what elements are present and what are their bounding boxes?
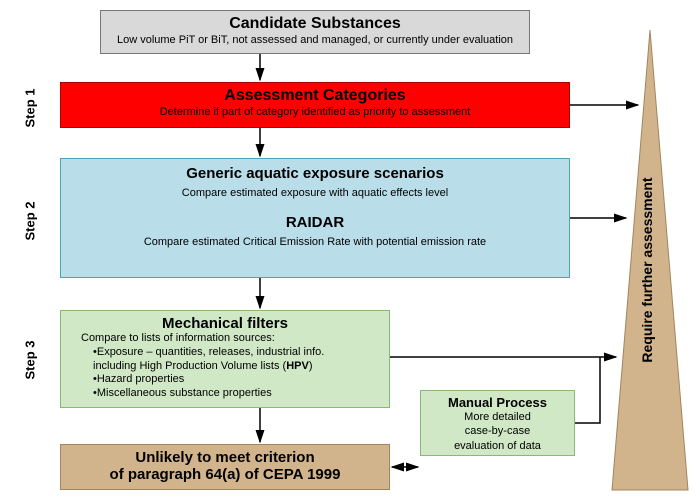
aquatic-sub1: Compare estimated exposure with aquatic …	[69, 186, 561, 200]
arrow-manual-up	[575, 357, 600, 423]
manual-process-box: Manual Process More detailed case-by-cas…	[420, 390, 575, 456]
mech-b2: •Hazard properties	[93, 373, 379, 387]
unlikely-line2: of paragraph 64(a) of CEPA 1999	[69, 466, 381, 483]
require-further-assessment-triangle	[612, 30, 688, 490]
assessment-categories-box: Assessment Categories Determine if part …	[60, 82, 570, 128]
mech-bullets: Compare to lists of information sources:…	[71, 332, 379, 401]
mech-hdr: Compare to lists of information sources:	[81, 332, 379, 346]
unlikely-box: Unlikely to meet criterion of paragraph …	[60, 444, 390, 490]
manual-sub1: More detailed	[429, 410, 566, 424]
candidate-substances-box: Candidate Substances Low volume PiT or B…	[100, 10, 530, 54]
manual-title: Manual Process	[429, 395, 566, 410]
step-1-label: Step 1	[23, 78, 38, 128]
manual-sub2: case-by-case	[429, 424, 566, 438]
raidar-sub: Compare estimated Critical Emission Rate…	[69, 235, 561, 249]
candidate-sub: Low volume PiT or BiT, not assessed and …	[109, 33, 521, 47]
aquatic-title: Generic aquatic exposure scenarios	[69, 165, 561, 182]
raidar-title: RAIDAR	[69, 214, 561, 231]
unlikely-line1: Unlikely to meet criterion	[69, 449, 381, 466]
aquatic-raidar-box: Generic aquatic exposure scenarios Compa…	[60, 158, 570, 278]
step-2-label: Step 2	[23, 191, 38, 241]
mech-b1a: •Exposure – quantities, releases, indust…	[93, 346, 379, 360]
step-3-label: Step 3	[23, 330, 38, 380]
mech-b3: •Miscellaneous substance properties	[93, 387, 379, 401]
mech-title: Mechanical filters	[71, 315, 379, 332]
manual-sub3: evaluation of data	[429, 439, 566, 453]
mechanical-filters-box: Mechanical filters Compare to lists of i…	[60, 310, 390, 408]
triangle-label: Require further assessment	[639, 177, 655, 363]
assessment-sub: Determine if part of category identified…	[69, 105, 561, 119]
assessment-title: Assessment Categories	[69, 87, 561, 105]
mech-b1b-line: including High Production Volume lists (…	[93, 360, 379, 374]
candidate-title: Candidate Substances	[109, 15, 521, 33]
